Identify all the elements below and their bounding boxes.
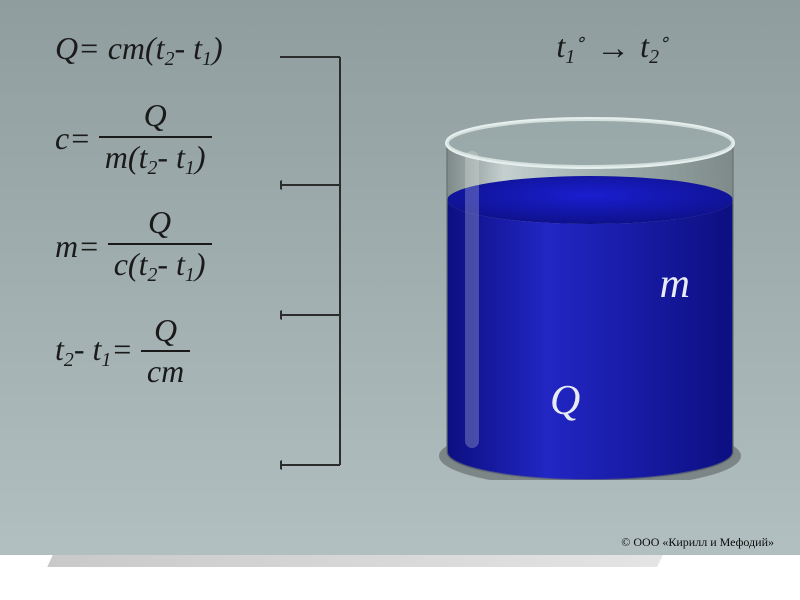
connector-lines <box>280 35 380 505</box>
eq1-rhs: cm(t2- t1) <box>108 30 223 66</box>
eq2-lhs: c <box>55 120 69 156</box>
label-heat: Q <box>550 377 580 425</box>
beaker-svg <box>435 115 745 480</box>
copyright-text: © ООО «Кирилл и Мефодий» <box>621 535 774 550</box>
eq1-lhs: Q <box>55 30 78 66</box>
arrow-icon: → <box>596 32 630 66</box>
label-mass: m <box>660 260 690 308</box>
physics-slide: Q= cm(t2- t1) c= Q m(t2- t1) m= Q <box>0 0 800 600</box>
t1: t1∘ <box>556 28 586 69</box>
temperature-change: t1∘ → t2∘ <box>556 28 670 69</box>
slide-footer-accent <box>0 555 800 600</box>
eq4-fraction: Q cm <box>141 314 190 389</box>
eq3-fraction: Q c(t2- t1) <box>108 206 212 285</box>
eq3-lhs: m <box>55 228 78 264</box>
t2: t2∘ <box>640 28 670 69</box>
beaker-illustration: m Q <box>435 115 745 480</box>
eq2-fraction: Q m(t2- t1) <box>99 99 212 178</box>
